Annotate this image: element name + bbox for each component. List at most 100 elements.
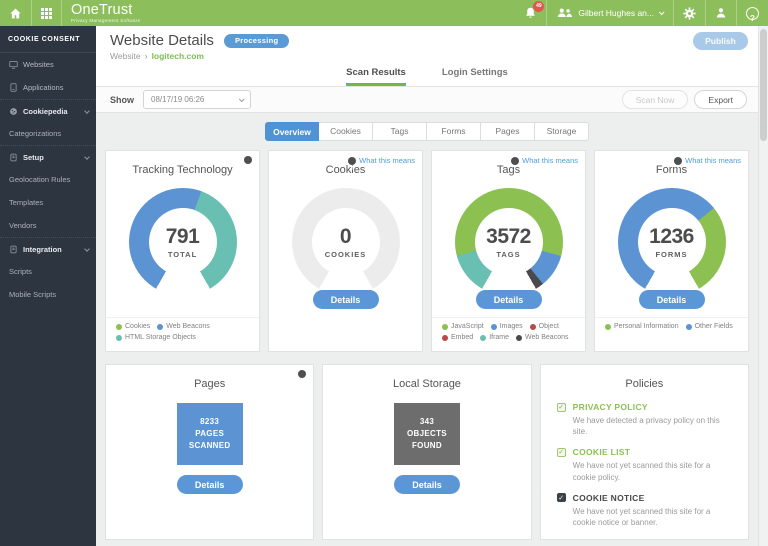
breadcrumb: Website logitech.com xyxy=(110,51,758,61)
legend-dot xyxy=(116,323,122,330)
sidebar-item-mobile-scripts[interactable]: Mobile Scripts xyxy=(9,290,57,299)
page-header: Website Details Processing Website logit… xyxy=(96,26,758,64)
browser-icon xyxy=(9,60,18,69)
info-icon[interactable] xyxy=(674,156,683,165)
grid-icon xyxy=(41,7,52,19)
pages-card: Pages 8233 PAGES SCANNED Details xyxy=(105,364,315,540)
chevron-down-icon xyxy=(658,9,665,16)
what-this-means-link[interactable]: What this means xyxy=(522,156,578,165)
policies-card: Policies PRIVACY POLICY We have detected… xyxy=(539,364,749,540)
sidebar-item-categorizations[interactable]: Categorizations xyxy=(9,129,62,138)
gauge-value: 1236 xyxy=(649,225,694,248)
notification-badge: 49 xyxy=(533,1,545,12)
show-label: Show xyxy=(110,94,134,105)
checkbox-checked-icon[interactable] xyxy=(556,402,566,412)
info-icon[interactable] xyxy=(298,370,307,378)
topbar-divider xyxy=(705,0,706,26)
chevron-down-icon xyxy=(84,108,90,114)
tags-card: What this means Tags 3572 TAGS Details J… xyxy=(431,150,586,352)
what-this-means-link[interactable]: What this means xyxy=(359,156,415,165)
checkbox-checked-icon[interactable] xyxy=(556,447,566,457)
subtab-tags[interactable]: Tags xyxy=(373,122,427,141)
details-button[interactable]: Details xyxy=(176,475,243,494)
details-button[interactable]: Details xyxy=(638,290,705,309)
pages-scanned-tile: 8233 PAGES SCANNED xyxy=(176,403,243,465)
policy-item-cookie-notice: COOKIE NOTICE We have not yet scanned th… xyxy=(556,493,732,528)
sidebar-item-scripts[interactable]: Scripts xyxy=(9,267,32,276)
scrollbar-thumb[interactable] xyxy=(760,29,767,141)
subtab-pages[interactable]: Pages xyxy=(481,122,535,141)
user-menu[interactable]: Gilbert Hughes an... xyxy=(547,7,673,19)
breadcrumb-current[interactable]: logitech.com xyxy=(151,51,204,61)
sidebar-item-vendors[interactable]: Vendors xyxy=(9,221,37,230)
sidebar-item-applications[interactable]: Applications xyxy=(0,76,96,99)
cookiepedia-icon xyxy=(9,107,18,116)
gauge-value: 0 xyxy=(339,225,352,248)
topbar-divider xyxy=(61,0,62,26)
local-storage-card: Local Storage 343 OBJECTS FOUND Details xyxy=(322,364,532,540)
sidebar-item-websites[interactable]: Websites xyxy=(0,53,96,76)
what-this-means-link[interactable]: What this means xyxy=(685,156,741,165)
export-button[interactable]: Export xyxy=(694,90,747,109)
topbar-divider xyxy=(31,0,32,26)
forms-card: What this means Forms 1236 FORMS Details… xyxy=(594,150,749,352)
sidebar-item-geolocation-rules[interactable]: Geolocation Rules xyxy=(9,175,71,184)
settings-button[interactable] xyxy=(674,0,705,26)
brand-logo: OneTrust Privacy Management Software xyxy=(71,3,140,23)
users-icon xyxy=(558,8,573,17)
vertical-scrollbar[interactable] xyxy=(758,26,768,546)
card-title: Forms xyxy=(655,164,688,176)
gauge-value: 791 xyxy=(165,225,200,248)
policy-item-cookie-list: COOKIE LIST We have not yet scanned this… xyxy=(556,447,732,482)
gauge-unit: TAGS xyxy=(496,250,521,259)
home-button[interactable] xyxy=(0,0,31,26)
subtab-storage[interactable]: Storage xyxy=(535,122,589,141)
chevron-down-icon xyxy=(238,95,245,102)
details-button[interactable]: Details xyxy=(393,475,460,494)
sidebar-item-integration[interactable]: Integration xyxy=(0,237,96,260)
notifications-button[interactable]: 49 xyxy=(515,0,546,26)
tab-scan-results[interactable]: Scan Results xyxy=(346,67,406,86)
tab-login-settings[interactable]: Login Settings xyxy=(441,67,508,78)
breadcrumb-root[interactable]: Website xyxy=(110,51,141,61)
publish-button[interactable]: Publish xyxy=(693,32,748,50)
card-title: Tracking Technology xyxy=(132,164,233,176)
app-switcher-button[interactable] xyxy=(32,0,61,26)
scan-date-select[interactable]: 08/17/19 06:26 xyxy=(143,90,251,109)
home-icon xyxy=(10,8,21,18)
checkbox-checked-dark-icon[interactable] xyxy=(556,493,566,503)
topbar: OneTrust Privacy Management Software 49 … xyxy=(0,0,768,26)
bell-icon xyxy=(526,7,536,18)
legend: JavaScript Images Object Embed Iframe We… xyxy=(432,317,585,351)
legend-dot xyxy=(442,323,448,330)
sidebar-item-templates[interactable]: Templates xyxy=(9,198,44,207)
info-icon[interactable] xyxy=(244,156,252,164)
brand-subtitle: Privacy Management Software xyxy=(71,17,141,23)
details-button[interactable]: Details xyxy=(475,290,542,309)
help-button[interactable] xyxy=(737,0,768,26)
legend-dot xyxy=(605,323,611,330)
chevron-down-icon xyxy=(84,154,90,160)
account-button[interactable] xyxy=(706,0,736,26)
gear-icon xyxy=(683,6,696,20)
subtab-cookies[interactable]: Cookies xyxy=(319,122,373,141)
scan-now-button[interactable]: Scan Now xyxy=(621,90,689,109)
user-name: Gilbert Hughes an... xyxy=(578,8,654,18)
card-title: Local Storage xyxy=(393,378,461,390)
main-area: Website Details Processing Website logit… xyxy=(96,26,758,546)
card-title: Cookies xyxy=(325,164,366,176)
card-title: Pages xyxy=(194,378,226,390)
subtab-overview[interactable]: Overview xyxy=(265,122,319,141)
subtab-forms[interactable]: Forms xyxy=(427,122,481,141)
sidebar-item-cookiepedia[interactable]: Cookiepedia xyxy=(0,99,96,122)
gauge-unit: TOTAL xyxy=(167,250,198,259)
card-title: Policies xyxy=(625,378,664,390)
scan-date-value: 08/17/19 06:26 xyxy=(151,95,205,104)
tracking-technology-card: Tracking Technology 791 TOTAL Cookies We… xyxy=(105,150,260,352)
help-icon xyxy=(746,6,759,20)
legend: Personal Information Other Fields xyxy=(595,317,748,351)
info-icon[interactable] xyxy=(348,156,357,165)
details-button[interactable]: Details xyxy=(312,290,379,309)
info-icon[interactable] xyxy=(511,156,520,165)
sidebar-item-setup[interactable]: Setup xyxy=(0,145,96,168)
